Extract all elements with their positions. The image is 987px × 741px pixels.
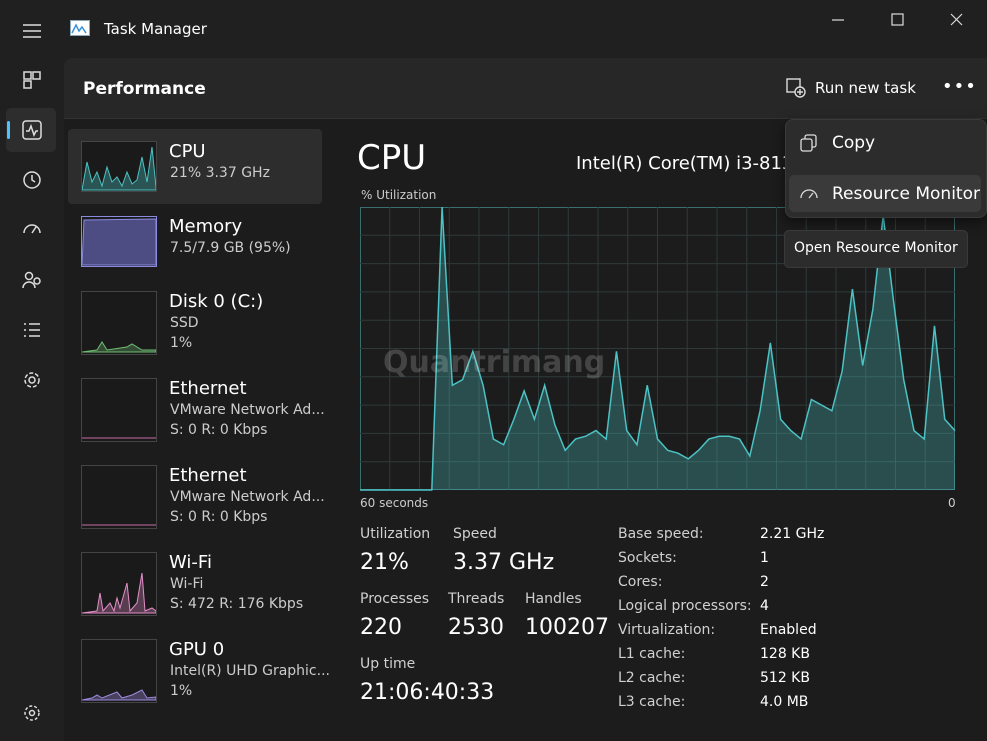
device-info: S: 0 R: 0 Kbps [170,509,268,525]
thumbnail [81,639,157,703]
device-info: 7.5/7.9 GB (95%) [170,240,291,256]
stat-label: Up time [360,656,416,672]
graph-line [360,207,956,491]
device-info: 21% 3.37 GHz [170,165,270,181]
startup-icon[interactable] [21,219,43,241]
detail-label: Sockets: [618,550,677,566]
graph-x-right: 0 [948,496,956,510]
menu-hover [789,175,981,212]
tooltip-box [784,230,968,268]
maximize[interactable] [891,13,904,26]
nav-indicator [7,121,10,139]
cpu-graph [360,207,956,491]
app-title: Task Manager [104,20,207,38]
device-info: S: 0 R: 0 Kbps [170,422,268,438]
detail-label: L2 cache: [618,670,686,686]
thumbnail [81,291,157,355]
menu-button[interactable] [21,20,43,42]
detail-value: 128 KB [760,646,810,662]
detail-label: Cores: [618,574,663,590]
device-info: SSD [170,315,199,331]
detail-label: L1 cache: [618,646,686,662]
nav-rail [0,0,64,741]
graph-x-left: 60 seconds [360,496,429,510]
stat-label: Threads [448,591,505,607]
detail-value: Enabled [760,622,817,638]
device-name: GPU 0 [169,639,225,660]
performance-icon[interactable] [21,119,43,141]
stat-value: 21:06:40:33 [360,680,495,705]
device-info: Intel(R) UHD Graphic... [170,663,330,679]
graph-label: % Utilization [361,188,437,202]
resmon-icon [800,189,818,199]
app-icon [70,20,90,36]
cpu-heading: CPU [357,138,427,178]
stat-label: Speed [453,526,497,542]
cpu-model: Intel(R) Core(TM) i3-813 [576,153,794,174]
detail-value: 2.21 GHz [760,526,825,542]
page-title: Performance [83,79,206,99]
users-icon[interactable] [21,269,43,291]
menu-copy[interactable]: Copy [832,133,876,153]
thumbnail [81,216,157,267]
nav-selected[interactable] [6,108,56,152]
copy-icon [800,134,817,152]
device-name: Ethernet [169,378,247,399]
detail-value: 4.0 MB [760,694,809,710]
menu-resource-monitor[interactable]: Resource Monitor [832,184,980,204]
thumbnail-graph [82,341,156,353]
run-task-icon[interactable] [785,77,807,99]
device-name: Wi-Fi [169,552,212,573]
thumbnail [81,141,157,192]
detail-value: 4 [760,598,769,614]
detail-value: 512 KB [760,670,810,686]
detail-label: Virtualization: [618,622,716,638]
processes-icon[interactable] [21,69,43,91]
stat-value: 21% [360,550,409,575]
close[interactable] [950,13,963,26]
device-name: CPU [169,141,206,162]
window-controls [832,13,963,26]
details-icon[interactable] [21,319,43,341]
stat-label: Processes [360,591,430,607]
thumbnail [81,378,157,442]
detail-label: L3 cache: [618,694,686,710]
detail-label: Base speed: [618,526,704,542]
device-info: 1% [170,683,193,699]
thumbnail-graph [82,218,156,266]
thumbnail-graph [82,146,156,191]
device-info: S: 472 R: 176 Kbps [170,596,304,612]
device-info: VMware Network Ad... [170,489,325,505]
device-info: 1% [170,335,193,351]
stat-label: Utilization [360,526,431,542]
stat-value: 100207 [525,615,609,640]
thumbnail [81,465,157,529]
detail-value: 1 [760,550,769,566]
header-bar [64,58,987,119]
thumbnail [81,552,157,616]
device-name: Memory [169,216,243,237]
thumbnail-graph [82,572,156,614]
stat-value: 2530 [448,615,504,640]
stat-value: 3.37 GHz [453,550,555,575]
detail-value: 2 [760,574,769,590]
tooltip: Open Resource Monitor [794,240,958,256]
run-new-task[interactable]: Run new task [815,79,916,97]
device-name: Ethernet [169,465,247,486]
detail-label: Logical processors: [618,598,752,614]
device-name: Disk 0 (C:) [169,291,264,312]
more-button[interactable]: ••• [942,76,977,97]
thumbnail-graph [82,689,156,701]
history-icon[interactable] [21,169,43,191]
services-icon[interactable] [21,369,43,391]
settings-icon[interactable] [21,702,43,724]
stat-label: Handles [525,591,582,607]
stat-value: 220 [360,615,402,640]
device-info: Wi-Fi [170,576,204,592]
device-info: VMware Network Ad... [170,402,325,418]
watermark: Quantrimang [383,345,606,380]
